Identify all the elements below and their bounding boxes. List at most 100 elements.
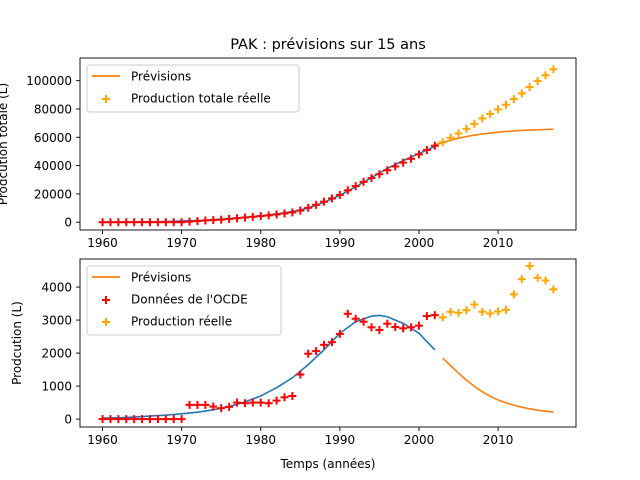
data-point — [98, 415, 107, 424]
data-point — [335, 190, 344, 199]
data-point — [138, 415, 147, 424]
data-point — [549, 285, 558, 294]
data-point — [248, 212, 257, 221]
data-point — [312, 347, 321, 356]
data-point — [541, 71, 550, 80]
data-point — [391, 322, 400, 331]
legend-entry: Production réelle — [102, 315, 232, 329]
data-point — [359, 317, 368, 326]
y-tick-label: 0 — [64, 413, 72, 427]
data-point — [217, 215, 226, 224]
x-tick-label: 2000 — [404, 433, 435, 447]
series-line — [442, 357, 554, 413]
data-point — [209, 402, 218, 411]
data-point — [343, 309, 352, 318]
data-point — [517, 89, 526, 98]
x-tick-label: 1980 — [245, 236, 276, 250]
data-point — [256, 398, 265, 407]
data-point — [296, 370, 305, 379]
x-tick-label: 1960 — [87, 236, 118, 250]
data-point — [446, 133, 455, 142]
x-tick-label: 1960 — [87, 433, 118, 447]
plot-area — [98, 65, 558, 227]
legend-box — [86, 265, 282, 336]
data-point — [414, 321, 423, 330]
x-tick-label: 1970 — [166, 433, 197, 447]
data-point — [438, 313, 447, 322]
data-point — [280, 393, 289, 402]
series-unnamed-2 — [98, 141, 439, 227]
legend-label: Prévisions — [131, 271, 191, 285]
data-point — [122, 415, 131, 424]
data-point — [201, 400, 210, 409]
data-point — [106, 218, 115, 227]
data-point — [549, 65, 558, 74]
data-point — [494, 105, 503, 114]
legend-marker-swatch — [102, 318, 110, 326]
data-point — [153, 218, 162, 227]
series-pr-visions — [442, 357, 554, 413]
legend-label: Production réelle — [131, 315, 232, 329]
legend-marker-swatch — [102, 95, 110, 103]
y-tick-label: 2000 — [41, 347, 72, 361]
y-tick-label: 100000 — [26, 74, 72, 88]
data-point — [185, 400, 194, 409]
figure-title: PAK : prévisions sur 15 ans — [230, 37, 426, 53]
data-point — [351, 314, 360, 323]
data-point — [533, 273, 542, 282]
x-tick-label: 2010 — [483, 236, 514, 250]
y-tick-label: 0 — [64, 216, 72, 230]
x-tick-label: 1970 — [166, 236, 197, 250]
data-point — [153, 415, 162, 424]
data-point — [351, 182, 360, 191]
legend-entry: Production totale réelle — [102, 92, 271, 106]
data-point — [375, 325, 384, 334]
data-point — [494, 307, 503, 316]
x-tick-label: 1990 — [325, 433, 356, 447]
data-point — [177, 415, 186, 424]
data-point — [312, 200, 321, 209]
data-point — [272, 210, 281, 219]
data-point — [525, 83, 534, 92]
data-point — [414, 150, 423, 159]
data-point — [367, 174, 376, 183]
x-tick-label: 2010 — [483, 433, 514, 447]
data-point — [462, 124, 471, 133]
data-point — [193, 400, 202, 409]
data-point — [280, 209, 289, 218]
data-point — [169, 415, 178, 424]
y-tick-label: 1000 — [41, 380, 72, 394]
data-point — [407, 323, 416, 332]
series-line — [102, 314, 436, 419]
y-tick-label: 60000 — [34, 131, 72, 145]
data-point — [161, 415, 170, 424]
data-point — [399, 324, 408, 333]
data-point — [383, 319, 392, 328]
y-axis-label: Prodcution (L) — [10, 301, 24, 385]
data-point — [217, 404, 226, 413]
series-donn-es-de-l-ocde — [98, 309, 439, 424]
data-point — [478, 114, 487, 123]
data-point — [501, 305, 510, 314]
data-point — [177, 218, 186, 227]
data-point — [233, 398, 242, 407]
legend-label: Prévisions — [131, 70, 191, 84]
data-point — [225, 402, 234, 411]
x-tick-label: 1990 — [325, 236, 356, 250]
data-point — [146, 218, 155, 227]
data-point — [304, 203, 313, 212]
x-tick-label: 1980 — [245, 433, 276, 447]
data-point — [130, 218, 139, 227]
data-point — [256, 212, 265, 221]
x-tick-label: 2000 — [404, 236, 435, 250]
data-point — [240, 213, 249, 222]
y-tick-label: 40000 — [34, 159, 72, 173]
data-point — [122, 218, 131, 227]
series-production-totale-r-elle — [438, 65, 558, 147]
data-point — [525, 261, 534, 270]
legend-entry: Prévisions — [92, 271, 191, 285]
data-point — [288, 391, 297, 400]
data-point — [185, 217, 194, 226]
y-tick-label: 4000 — [41, 281, 72, 295]
